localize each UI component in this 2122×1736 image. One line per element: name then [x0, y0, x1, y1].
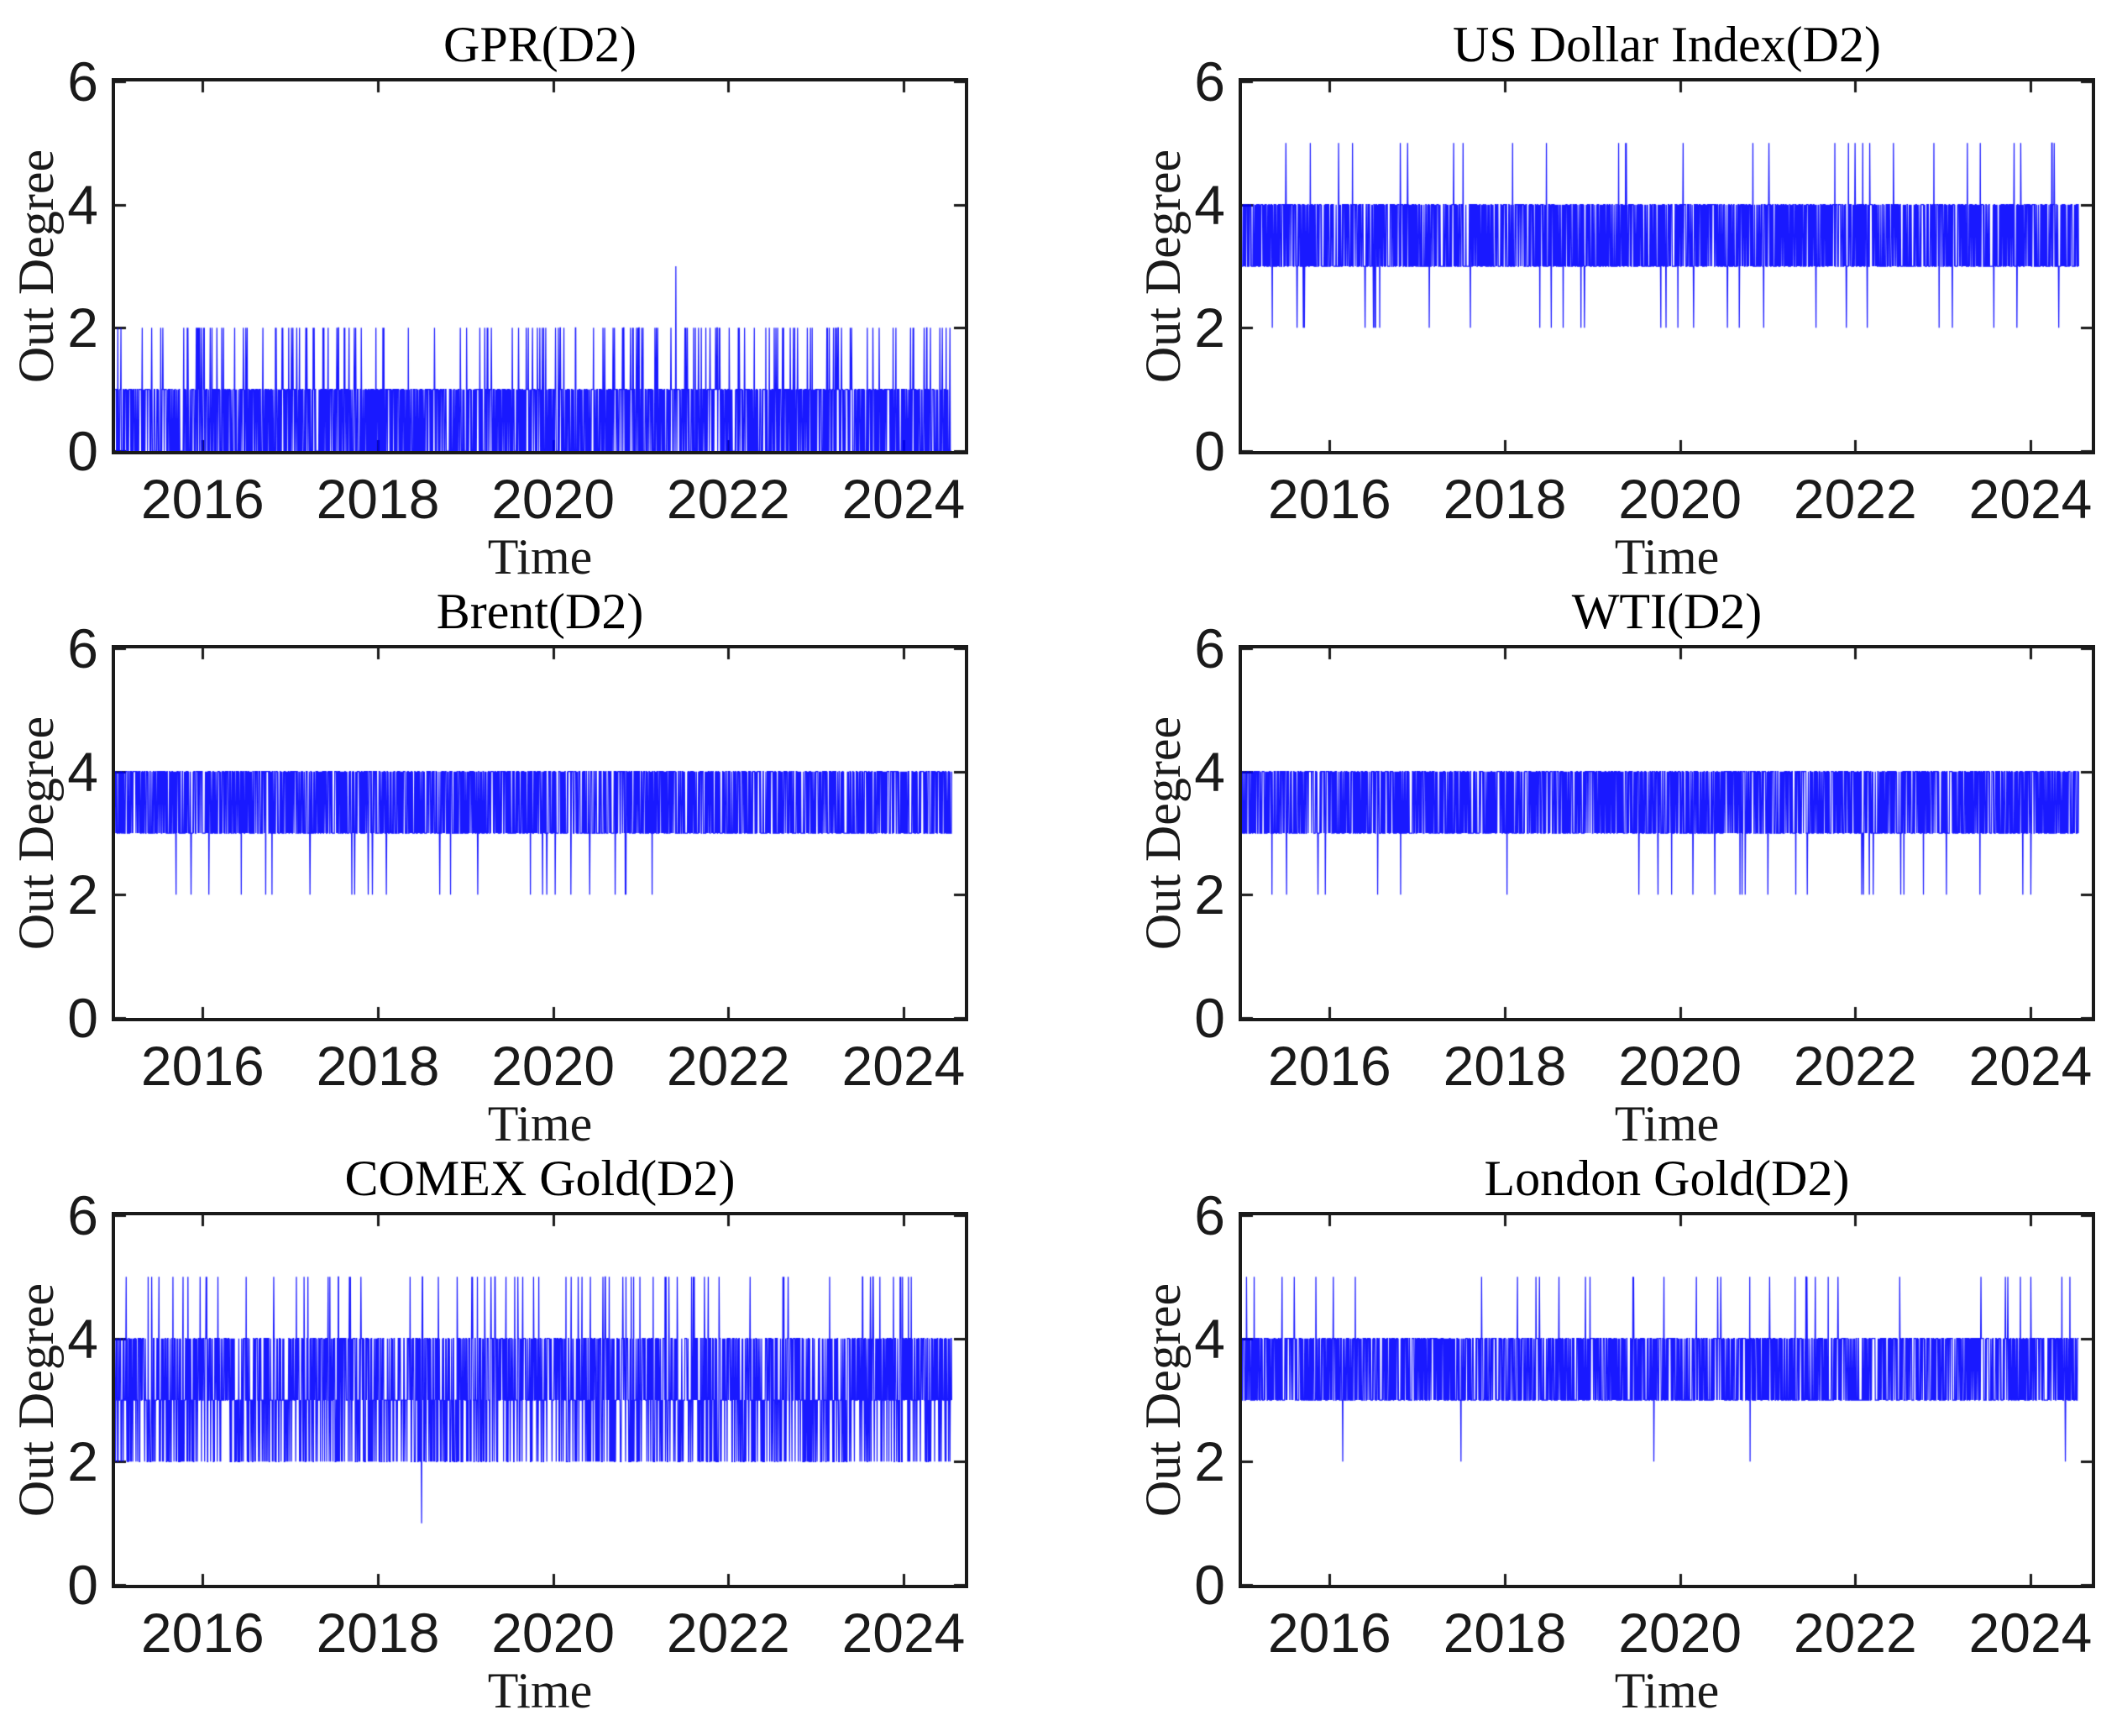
y-tick-label: 0 — [1194, 420, 1225, 482]
y-axis-label: Out Degree — [1135, 716, 1191, 951]
plot-canvas-gpr — [115, 81, 965, 451]
y-tick-label: 6 — [1194, 50, 1225, 113]
subplot-comex-gold-axes: COMEX Gold(D2) Out Degree Time 2016 2018 2… — [8, 1153, 968, 1716]
x-tick-label: 2024 — [841, 1602, 966, 1664]
x-tick-label: 2022 — [1793, 1602, 1917, 1664]
y-tick-label: 2 — [1194, 1430, 1225, 1493]
x-tick-label: 2024 — [841, 468, 966, 530]
subplot-title: GPR(D2) — [443, 17, 637, 72]
y-tick-label: 0 — [67, 987, 98, 1049]
y-axis-label: Out Degree — [8, 149, 64, 384]
y-tick-label: 0 — [67, 420, 98, 482]
y-tick-label: 0 — [1194, 987, 1225, 1049]
x-axis-label: Time — [1614, 529, 1720, 585]
x-tick-label: 2018 — [1443, 468, 1567, 530]
x-tick-label: 2020 — [491, 1602, 616, 1664]
y-tick-label: 2 — [1194, 863, 1225, 926]
y-axis-label: Out Degree — [8, 716, 64, 951]
y-tick-label: 2 — [67, 296, 98, 359]
y-tick-label: 6 — [67, 1184, 98, 1246]
y-tick-label: 2 — [67, 863, 98, 926]
y-tick-label: 4 — [1194, 1307, 1225, 1370]
x-tick-label: 2022 — [666, 1602, 790, 1664]
subplot-us-dollar-index-axes: US Dollar Index(D2) Out Degree Time 2016… — [1135, 19, 2095, 582]
subplot-london-gold-axes: London Gold(D2) Out Degree Time 2016 2018… — [1135, 1153, 2095, 1716]
subplot-title: WTI(D2) — [1571, 584, 1763, 639]
subplot-brent-axes: Brent(D2) Out Degree Time 2016 2018 2020 20… — [8, 586, 968, 1149]
x-axis-label: Time — [1614, 1663, 1720, 1718]
x-tick-label: 2024 — [1968, 1602, 2093, 1664]
plot-canvas-wti — [1242, 648, 2092, 1018]
plot-canvas-us-dollar-index — [1242, 81, 2092, 451]
x-tick-label: 2018 — [316, 1602, 440, 1664]
subplot-title: London Gold(D2) — [1484, 1151, 1850, 1206]
y-tick-label: 4 — [1194, 173, 1225, 236]
y-tick-label: 6 — [1194, 617, 1225, 679]
subplot-title: US Dollar Index(D2) — [1453, 17, 1881, 72]
y-tick-label: 4 — [67, 1307, 98, 1370]
x-tick-label: 2022 — [1793, 1035, 1917, 1097]
y-tick-label: 4 — [1194, 740, 1225, 803]
plot-canvas-brent — [115, 648, 965, 1018]
y-tick-label: 4 — [67, 740, 98, 803]
x-tick-label: 2022 — [666, 468, 790, 530]
y-axis-label: Out Degree — [1135, 1282, 1191, 1518]
y-tick-label: 6 — [67, 50, 98, 113]
subplot-title: COMEX Gold(D2) — [344, 1151, 736, 1206]
y-tick-label: 6 — [67, 617, 98, 679]
x-tick-label: 2024 — [1968, 468, 2093, 530]
x-tick-label: 2018 — [1443, 1602, 1567, 1664]
y-tick-label: 0 — [67, 1554, 98, 1616]
x-tick-label: 2016 — [140, 1602, 265, 1664]
x-tick-label: 2018 — [1443, 1035, 1567, 1097]
x-tick-label: 2020 — [1618, 1602, 1742, 1664]
x-tick-label: 2016 — [140, 468, 265, 530]
x-tick-label: 2016 — [1267, 1035, 1391, 1097]
x-tick-label: 2022 — [1793, 468, 1917, 530]
y-tick-label: 0 — [1194, 1554, 1225, 1616]
y-tick-label: 2 — [1194, 296, 1225, 359]
subplot-gpr-axes: GPR(D2) Out Degree Time 2016 2018 2020 2022… — [8, 19, 968, 582]
x-tick-label: 2016 — [1267, 468, 1391, 530]
plot-canvas-comex-gold — [115, 1215, 965, 1585]
subplot-wti-axes: WTI(D2) Out Degree Time 2016 2018 2020 2022… — [1135, 586, 2095, 1149]
x-axis-label: Time — [487, 529, 593, 585]
x-tick-label: 2016 — [140, 1035, 265, 1097]
x-tick-label: 2020 — [491, 1035, 616, 1097]
y-tick-label: 2 — [67, 1430, 98, 1493]
x-tick-label: 2024 — [841, 1035, 966, 1097]
subplot-title: Brent(D2) — [436, 584, 644, 639]
y-axis-label: Out Degree — [1135, 149, 1191, 384]
y-tick-label: 4 — [67, 173, 98, 236]
y-axis-label: Out Degree — [8, 1282, 64, 1518]
x-tick-label: 2020 — [491, 468, 616, 530]
x-tick-label: 2020 — [1618, 468, 1742, 530]
x-tick-label: 2024 — [1968, 1035, 2093, 1097]
plot-canvas-london-gold — [1242, 1215, 2092, 1585]
x-axis-label: Time — [487, 1663, 593, 1718]
x-tick-label: 2020 — [1618, 1035, 1742, 1097]
y-tick-label: 6 — [1194, 1184, 1225, 1246]
x-tick-label: 2022 — [666, 1035, 790, 1097]
x-tick-label: 2018 — [316, 1035, 440, 1097]
x-tick-label: 2018 — [316, 468, 440, 530]
x-tick-label: 2016 — [1267, 1602, 1391, 1664]
x-axis-label: Time — [487, 1096, 593, 1151]
x-axis-label: Time — [1614, 1096, 1720, 1151]
